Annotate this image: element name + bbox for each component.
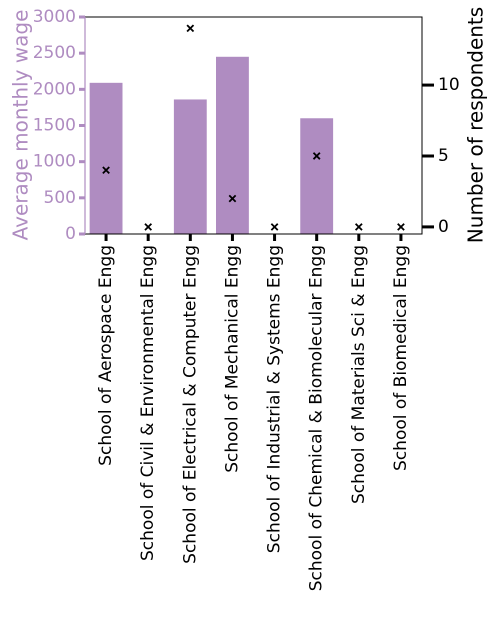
x-tick-label: School of Electrical & Computer Engg [180, 245, 200, 564]
x-tick-label: School of Civil & Environmental Engg [138, 245, 158, 561]
marker-stroke [397, 223, 405, 231]
bar [300, 118, 334, 234]
y-axis-label-right: Number of respondents [464, 7, 488, 243]
left-tick-label: 2000 [33, 79, 76, 99]
bar [216, 56, 249, 235]
marker-stroke [102, 166, 110, 175]
marker-stroke [270, 223, 279, 231]
data-point [186, 24, 195, 33]
data-point [102, 166, 110, 175]
x-tick-label: School of Biomedical Engg [391, 245, 411, 471]
left-tick-label: 0 [65, 224, 76, 244]
x-tick-label: School of Chemical & Biomolecular Engg [307, 245, 327, 591]
x-tick-label: School of Aerospace Engg [96, 245, 116, 466]
bar [173, 99, 207, 235]
data-point [228, 194, 237, 203]
right-tick-label: 0 [438, 217, 449, 237]
bars-group [89, 56, 334, 235]
data-point [354, 223, 363, 231]
data-point [270, 223, 279, 231]
x-axis: School of Aerospace Engg School of Civil … [96, 234, 411, 591]
right-tick-label: 10 [438, 75, 460, 95]
x-tick-label: School of Mechanical Engg [222, 245, 242, 473]
marker-stroke [312, 152, 321, 160]
left-tick-label: 500 [44, 188, 76, 208]
left-tick-label: 2500 [33, 43, 76, 63]
x-tick-label: School of Materials Sci & Engg [349, 245, 369, 504]
data-point [144, 223, 153, 231]
plot-area [85, 17, 422, 234]
marker-stroke [354, 223, 363, 231]
marker-stroke [228, 194, 237, 203]
marker-stroke [186, 24, 195, 33]
left-axis: 0 500 1000 1500 2000 2500 3000 [33, 7, 86, 244]
right-tick-label: 5 [438, 146, 449, 166]
data-point [312, 152, 321, 160]
bar [89, 82, 123, 234]
left-tick-label: 1000 [33, 152, 76, 172]
data-point [397, 223, 405, 231]
x-tick-label: School of Industrial & Systems Engg [265, 245, 285, 553]
marker-stroke [144, 223, 153, 231]
left-tick-label: 1500 [33, 116, 76, 136]
y-axis-label-left: Average monthly wage [9, 10, 33, 241]
right-axis: 0 5 10 [422, 75, 460, 237]
markers-group [102, 24, 405, 231]
left-tick-label: 3000 [33, 7, 76, 27]
